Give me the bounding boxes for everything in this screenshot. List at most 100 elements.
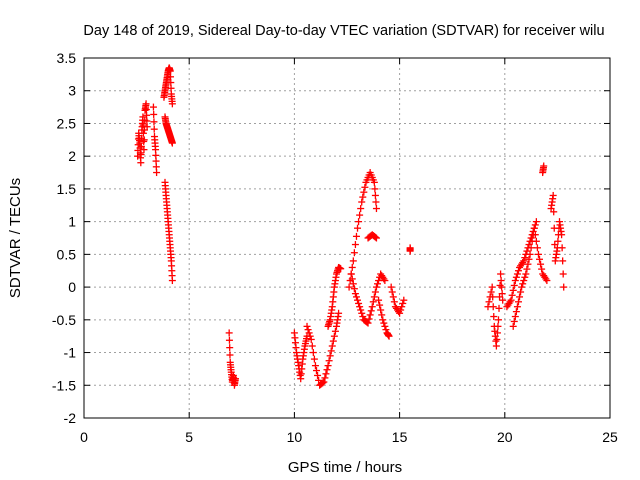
data-point-marker bbox=[347, 270, 355, 278]
data-point-marker bbox=[372, 205, 380, 213]
data-point-marker bbox=[140, 146, 148, 154]
data-point-marker bbox=[349, 280, 357, 288]
data-point-marker bbox=[350, 285, 358, 293]
data-point-marker bbox=[374, 280, 382, 288]
data-point-marker bbox=[168, 100, 176, 108]
data-point-marker bbox=[532, 237, 540, 245]
data-point-marker bbox=[325, 357, 333, 365]
data-point-marker bbox=[351, 290, 359, 298]
data-point-marker bbox=[355, 299, 363, 307]
data-point-marker bbox=[559, 257, 567, 265]
data-point-marker bbox=[357, 306, 365, 314]
data-point-marker bbox=[508, 291, 516, 299]
data-point-marker bbox=[321, 374, 329, 382]
plot-frame bbox=[83, 57, 611, 419]
data-point-marker bbox=[309, 349, 317, 357]
data-point-marker bbox=[523, 247, 531, 255]
data-point-marker bbox=[351, 241, 359, 249]
x-axis-label: GPS time / hours bbox=[288, 459, 402, 476]
data-point-marker bbox=[527, 244, 535, 252]
data-point-marker bbox=[365, 315, 373, 323]
data-point-marker bbox=[367, 307, 375, 315]
y-tick-label: 1.5 bbox=[57, 181, 77, 197]
data-point-marker bbox=[487, 288, 495, 296]
data-point-marker bbox=[549, 191, 557, 199]
data-point-marker bbox=[352, 293, 360, 301]
y-tick-label: 2.5 bbox=[57, 115, 77, 131]
data-point-marker bbox=[149, 103, 157, 111]
data-point-marker bbox=[310, 355, 318, 363]
data-point-marker bbox=[488, 283, 496, 291]
data-point-marker bbox=[397, 306, 405, 314]
data-point-marker bbox=[536, 255, 544, 263]
data-point-marker bbox=[355, 218, 363, 226]
data-point-marker bbox=[550, 208, 558, 216]
data-point-marker bbox=[370, 293, 378, 301]
data-point-marker bbox=[360, 188, 368, 196]
data-point-marker bbox=[489, 293, 497, 301]
data-point-marker bbox=[531, 231, 539, 239]
y-tick-label: -0.5 bbox=[52, 312, 76, 328]
y-tick-label: 0.5 bbox=[57, 246, 77, 262]
grid bbox=[83, 57, 611, 419]
data-point-marker bbox=[337, 265, 345, 273]
data-point-marker bbox=[399, 299, 407, 307]
data-point-marker bbox=[231, 375, 239, 383]
data-point-marker bbox=[308, 342, 316, 350]
data-point-marker bbox=[352, 232, 360, 240]
x-tick-label: 20 bbox=[497, 429, 513, 445]
data-point-marker bbox=[525, 255, 533, 263]
data-point-marker bbox=[375, 296, 383, 304]
data-point-marker bbox=[315, 376, 323, 384]
data-point-marker bbox=[354, 224, 362, 232]
data-point-marker bbox=[371, 288, 379, 296]
data-point-marker bbox=[510, 281, 518, 289]
data-point-marker bbox=[369, 298, 377, 306]
data-point-marker bbox=[303, 322, 311, 330]
data-point-marker bbox=[225, 329, 233, 337]
data-point-marker bbox=[307, 335, 315, 343]
data-point-marker bbox=[361, 183, 369, 191]
data-point-marker bbox=[330, 332, 338, 340]
data-point-marker bbox=[494, 322, 502, 330]
data-point-marker bbox=[499, 296, 507, 304]
data-point-marker bbox=[380, 275, 388, 283]
data-point-marker bbox=[372, 198, 380, 206]
data-point-marker bbox=[371, 233, 379, 241]
data-point-marker bbox=[522, 270, 530, 278]
data-point-marker bbox=[559, 270, 567, 278]
data-point-marker bbox=[327, 347, 335, 355]
data-point-marker bbox=[312, 367, 320, 375]
data-point-marker bbox=[390, 298, 398, 306]
data-point-marker bbox=[366, 311, 374, 319]
data-point-marker bbox=[226, 351, 234, 359]
data-point-marker bbox=[532, 218, 540, 226]
data-point-marker bbox=[140, 136, 148, 144]
data-point-marker bbox=[381, 322, 389, 330]
data-point-marker bbox=[509, 322, 517, 330]
data-point-marker bbox=[498, 283, 506, 291]
y-tick-label: -1 bbox=[64, 345, 77, 361]
data-point-marker bbox=[538, 265, 546, 273]
data-point-marker bbox=[507, 296, 515, 304]
y-tick-label: 3.5 bbox=[57, 50, 77, 66]
data-point-marker bbox=[492, 342, 500, 350]
data-point-marker bbox=[519, 259, 527, 267]
data-point-marker bbox=[490, 313, 498, 321]
data-point-marker bbox=[226, 344, 234, 352]
data-point-marker bbox=[512, 308, 520, 316]
y-tick-label: 2 bbox=[68, 148, 76, 164]
data-point-marker bbox=[511, 277, 519, 285]
data-point-marker bbox=[377, 306, 385, 314]
data-point-marker bbox=[385, 332, 393, 340]
data-point-marker bbox=[320, 378, 328, 386]
data-point-marker bbox=[368, 303, 376, 311]
data-point-marker bbox=[143, 123, 151, 131]
data-point-marker bbox=[331, 327, 339, 335]
data-point-marker bbox=[139, 121, 147, 129]
data-point-marker bbox=[514, 267, 522, 275]
data-point-marker bbox=[371, 185, 379, 193]
y-tick-label: 1 bbox=[68, 214, 76, 230]
data-point-marker bbox=[512, 273, 520, 281]
data-point-marker bbox=[520, 277, 528, 285]
